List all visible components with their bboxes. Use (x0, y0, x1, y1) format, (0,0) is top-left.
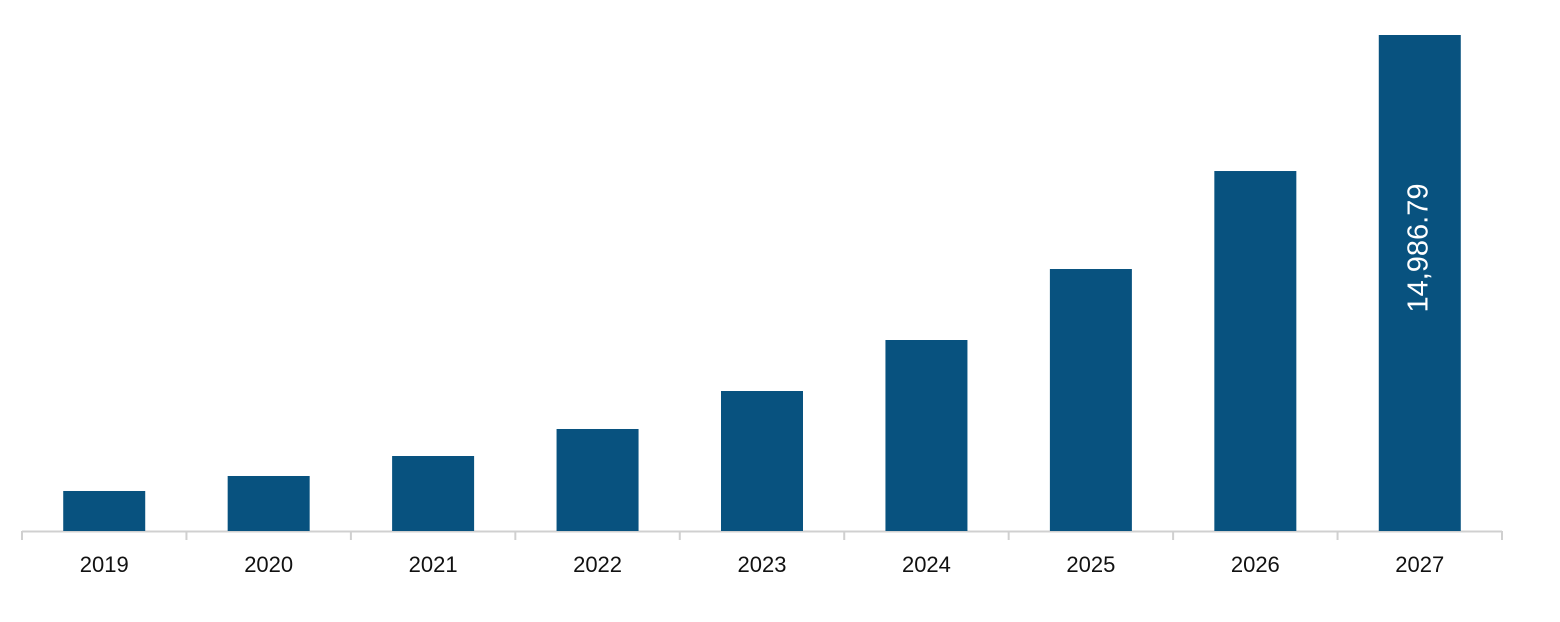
bar (1378, 35, 1461, 531)
x-tick-label: 2025 (1066, 552, 1115, 577)
x-tick-label: 2021 (409, 552, 458, 577)
x-tick-label: 2026 (1231, 552, 1280, 577)
value-label: 14,986.79 (1402, 183, 1434, 312)
bar (885, 340, 968, 531)
x-tick-label: 2019 (80, 552, 129, 577)
bar (556, 428, 639, 531)
bar (721, 391, 803, 531)
bar (1049, 269, 1132, 531)
x-tick-label: 2024 (902, 552, 951, 577)
x-tick-label: 2023 (738, 552, 787, 577)
x-tick-label: 2027 (1395, 552, 1444, 577)
bar (392, 456, 475, 531)
bar (1214, 171, 1297, 531)
bar (227, 475, 310, 531)
x-tick-label: 2020 (244, 552, 293, 577)
x-tick-label: 2022 (573, 552, 622, 577)
bar (63, 490, 146, 531)
